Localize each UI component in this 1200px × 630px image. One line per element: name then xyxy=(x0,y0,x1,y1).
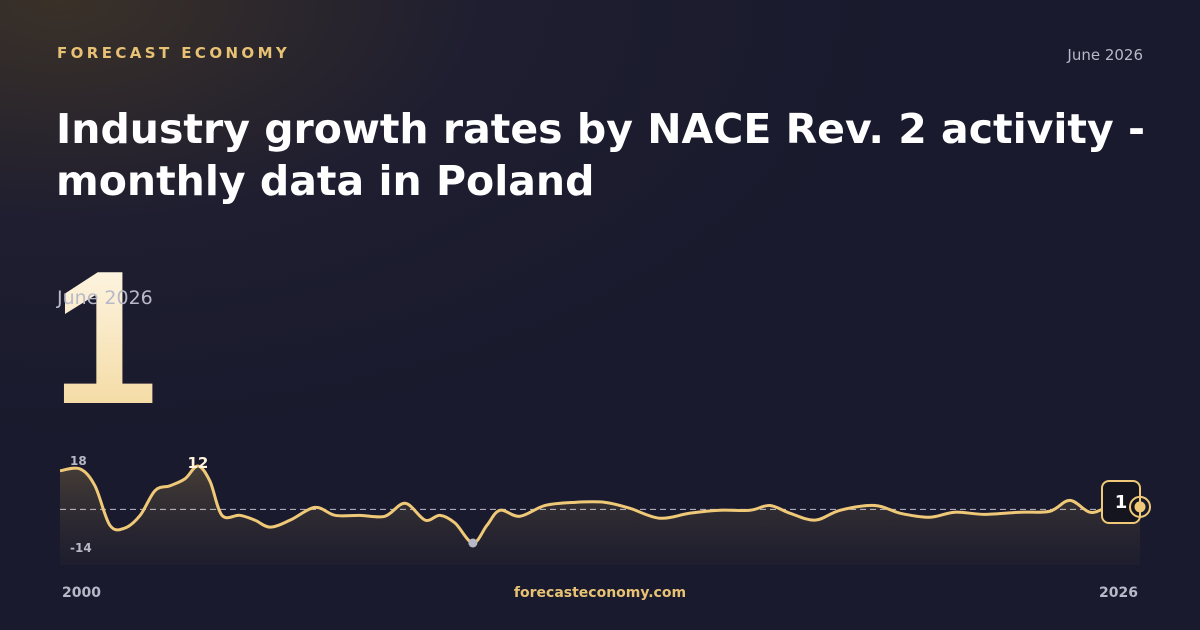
big-value: 1 xyxy=(52,232,158,444)
min-marker xyxy=(468,538,478,548)
title-line: monthly data in Poland xyxy=(56,157,594,205)
x-tick-label: 2026 xyxy=(1099,585,1138,601)
title-line: Industry growth rates by NACE Rev. 2 act… xyxy=(56,105,1145,153)
brand: FORECAST ECONOMY xyxy=(57,44,290,62)
site: forecasteconomy.com xyxy=(514,585,686,601)
date: June 2026 xyxy=(1066,46,1143,64)
end-value: 1 xyxy=(1115,492,1128,513)
y-tick-label: 18 xyxy=(70,454,87,468)
end-ring xyxy=(1129,495,1151,518)
line xyxy=(59,464,1141,545)
end-marker xyxy=(1134,501,1146,513)
big-date: June 2026 xyxy=(56,287,153,309)
x-tick-label: 2000 xyxy=(62,585,101,601)
chart: 18 -14 2000 2026 12 1 xyxy=(59,454,1151,601)
annotation: 12 xyxy=(187,454,208,472)
area xyxy=(60,465,1140,565)
y-tick-label: -14 xyxy=(70,541,92,555)
